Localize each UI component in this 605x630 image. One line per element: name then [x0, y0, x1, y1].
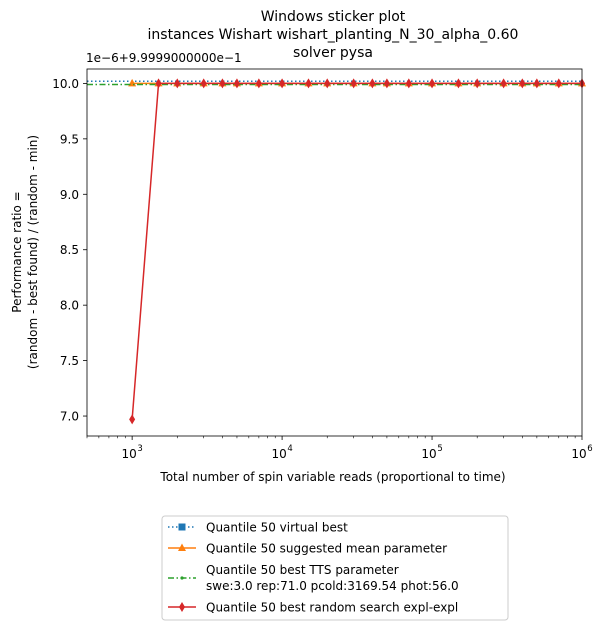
y-axis-label-line-1: Performance ratio = — [10, 191, 24, 312]
y-tick-label: 9.5 — [60, 132, 79, 146]
y-tick-label: 9.0 — [60, 188, 79, 202]
y-tick-label: 8.5 — [60, 243, 79, 257]
series-4-point — [129, 414, 136, 425]
chart-title-line-2: instances Wishart wishart_planting_N_30_… — [148, 27, 519, 43]
series-4-point — [350, 78, 357, 89]
series-4-point — [369, 78, 376, 89]
plot-frame — [86, 68, 583, 437]
x-tick-label: 10 — [271, 447, 286, 461]
legend-series-3-label: Quantile 50 best TTS parameter — [206, 563, 399, 577]
legend-series-1-marker — [178, 523, 186, 531]
series-4-point — [555, 78, 562, 89]
legend-series-2-marker — [178, 543, 186, 551]
legend-series-3-label: swe:3.0 rep:71.0 pcold:3169.54 phot:56.0 — [206, 579, 459, 593]
x-tick-label: 10 — [121, 447, 136, 461]
x-tick-exponent: 3 — [137, 444, 142, 454]
series-4-point — [500, 78, 507, 89]
x-tick-label: 10 — [571, 447, 586, 461]
legend-series-3-marker — [180, 576, 184, 580]
series-4-point — [519, 78, 526, 89]
legend-series-2-label: Quantile 50 suggested mean parameter — [206, 542, 447, 556]
series-4-point — [174, 78, 181, 89]
series-4-point — [405, 78, 412, 89]
y-tick-label: 8.0 — [60, 299, 79, 313]
x-tick-exponent: 5 — [437, 444, 442, 454]
series-4-point — [305, 78, 312, 89]
series-4-point — [155, 78, 162, 89]
y-tick-label: 7.0 — [60, 410, 79, 424]
x-axis-label: Total number of spin variable reads (pro… — [159, 470, 505, 484]
y-offset-label: 1e−6+9.9999000000e−1 — [86, 51, 242, 65]
series-4-point — [455, 78, 462, 89]
y-axis-label-line-2: (random - best found) / (random - min) — [26, 135, 40, 369]
series-4-line — [131, 82, 582, 420]
legend-box — [161, 515, 509, 621]
series-4-point — [255, 78, 262, 89]
series-4-point — [200, 78, 207, 89]
chart-title-line-3: solver pysa — [293, 45, 373, 61]
legend-series-4-label: Quantile 50 best random search expl-expl — [206, 601, 458, 615]
series-4-point — [219, 78, 226, 89]
series-4-point — [324, 78, 331, 89]
series-4-point — [429, 78, 436, 89]
x-tick-exponent: 6 — [587, 444, 592, 454]
series-4-point — [233, 78, 240, 89]
legend-series-1-label: Quantile 50 virtual best — [206, 521, 348, 535]
series-4-point — [474, 78, 481, 89]
x-tick-label: 10 — [421, 447, 436, 461]
x-tick-exponent: 4 — [287, 444, 292, 454]
legend-series-4-marker — [179, 602, 185, 612]
y-tick-label: 10.0 — [52, 77, 79, 91]
series-4-point — [383, 78, 390, 89]
series-4-point — [533, 78, 540, 89]
y-tick-label: 7.5 — [60, 354, 79, 368]
series-4-point — [279, 78, 286, 89]
chart-title-line-1: Windows sticker plot — [261, 9, 406, 25]
